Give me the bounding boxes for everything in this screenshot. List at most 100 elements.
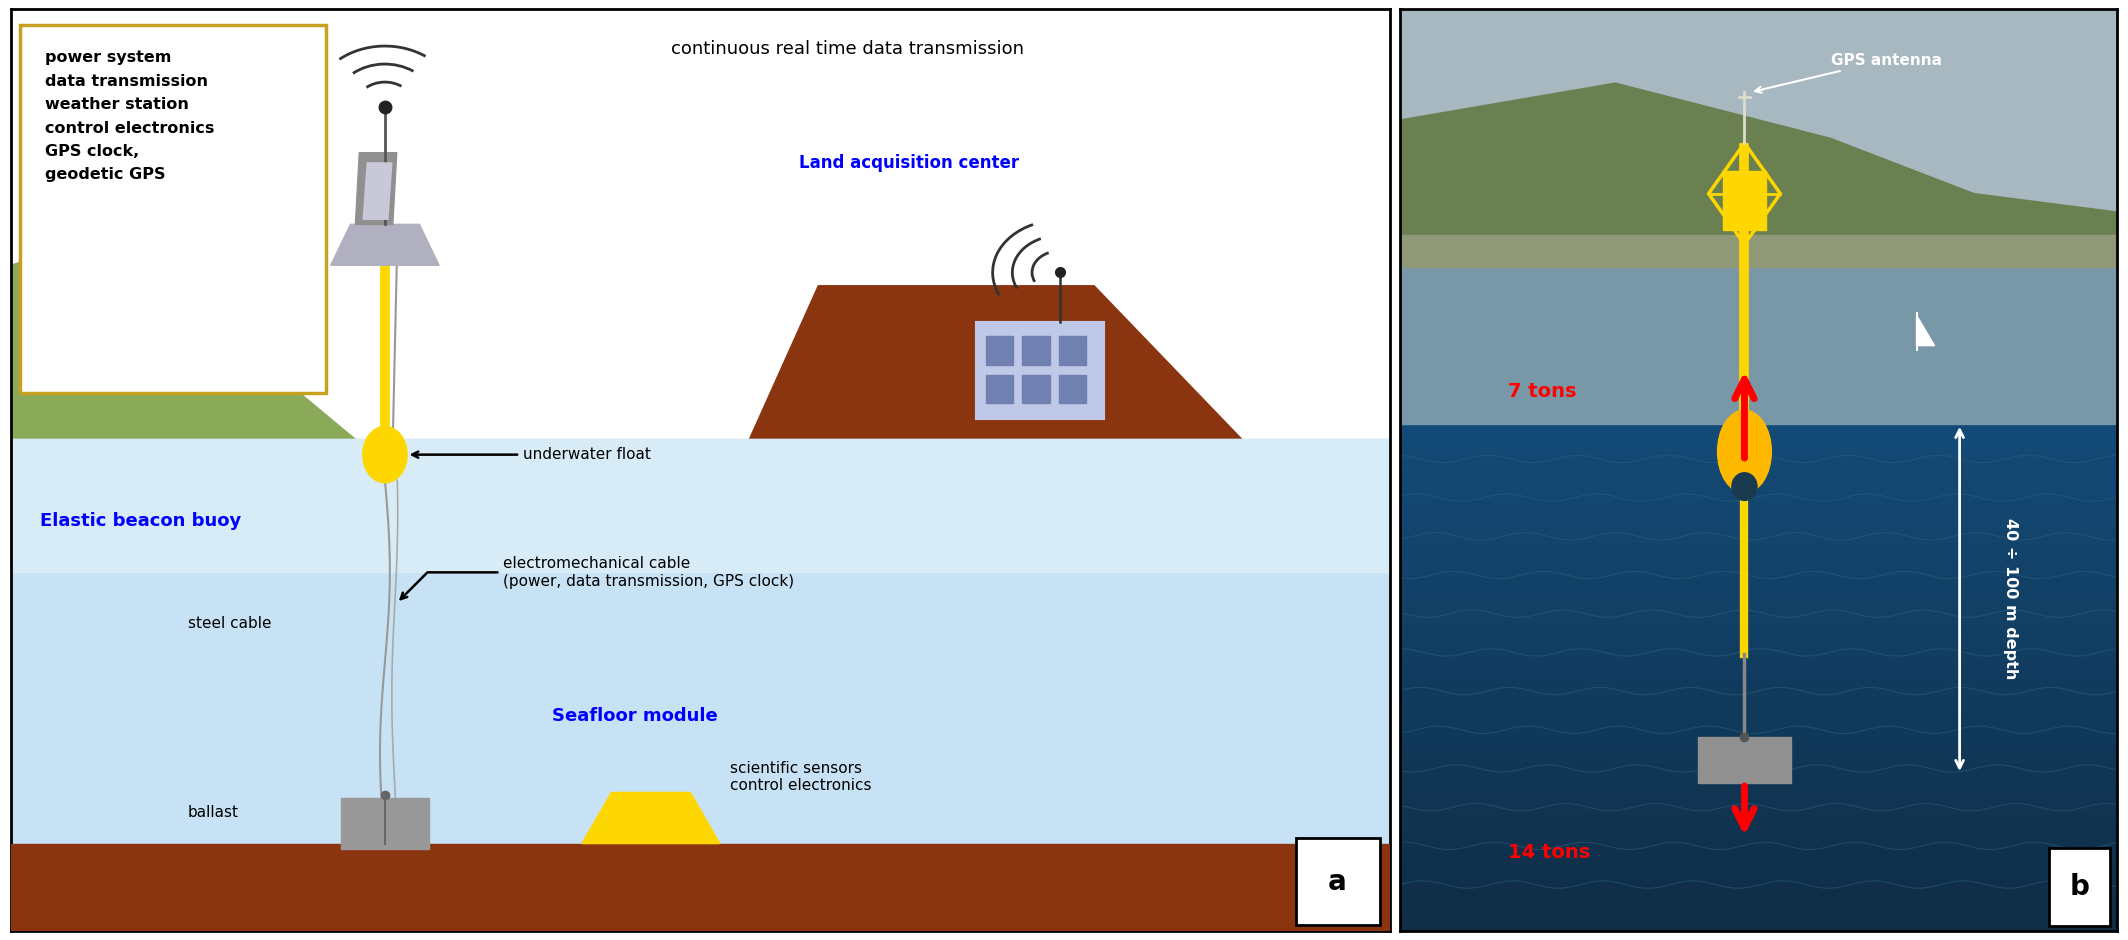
Bar <box>11 734 1390 746</box>
Bar <box>11 451 1390 463</box>
Bar <box>11 845 1390 857</box>
Bar <box>1400 770 2117 778</box>
Bar <box>1400 619 2117 627</box>
Bar <box>1400 897 2117 905</box>
Polygon shape <box>11 235 355 439</box>
Bar <box>11 906 1390 918</box>
Bar <box>1400 483 2117 492</box>
Bar <box>1400 542 2117 551</box>
Bar <box>1400 449 2117 458</box>
Bar <box>1021 375 1049 403</box>
Bar <box>1400 795 2117 804</box>
Bar <box>1400 249 2117 424</box>
Bar <box>1400 863 2117 871</box>
Polygon shape <box>330 225 438 265</box>
Bar <box>1400 702 2117 711</box>
Polygon shape <box>355 152 396 225</box>
Bar <box>11 882 1390 894</box>
Bar <box>1400 534 2117 542</box>
Text: Seafloor module: Seafloor module <box>553 707 717 725</box>
Bar <box>1058 375 1085 403</box>
Bar <box>11 439 1390 451</box>
Bar <box>11 587 1390 599</box>
Text: electromechanical cable
(power, data transmission, GPS clock): electromechanical cable (power, data tra… <box>400 556 794 599</box>
Bar <box>1400 761 2117 770</box>
Bar <box>11 870 1390 882</box>
Text: continuous real time data transmission: continuous real time data transmission <box>670 40 1024 58</box>
Bar <box>11 623 1390 635</box>
Polygon shape <box>364 163 392 219</box>
Bar <box>1400 846 2117 854</box>
Bar <box>11 463 1390 477</box>
Bar <box>11 710 1390 722</box>
Bar <box>1400 719 2117 728</box>
Bar <box>11 894 1390 906</box>
FancyBboxPatch shape <box>1296 838 1379 926</box>
Bar <box>1400 812 2117 821</box>
Bar <box>11 759 1390 771</box>
Bar <box>1400 475 2117 483</box>
Ellipse shape <box>1717 410 1770 493</box>
Bar <box>11 807 1390 820</box>
Bar <box>11 513 1390 525</box>
Bar <box>1400 744 2117 753</box>
Bar <box>11 562 1390 574</box>
Bar <box>1400 559 2117 568</box>
Ellipse shape <box>1732 473 1758 500</box>
Text: ballast: ballast <box>187 806 238 821</box>
Bar <box>1400 627 2117 635</box>
Bar <box>1400 880 2117 888</box>
Polygon shape <box>581 792 719 843</box>
Bar <box>1400 685 2117 694</box>
Bar <box>1400 509 2117 517</box>
Bar <box>1400 9 2117 424</box>
Bar <box>11 477 1390 489</box>
Bar <box>11 550 1390 562</box>
Text: GPS antenna: GPS antenna <box>1756 53 1941 93</box>
Polygon shape <box>1400 83 2117 267</box>
Bar <box>1400 585 2117 593</box>
Bar <box>11 673 1390 685</box>
Bar <box>11 501 1390 513</box>
Bar <box>11 599 1390 611</box>
Bar <box>1400 568 2117 576</box>
Text: b: b <box>2068 873 2090 901</box>
Bar <box>11 771 1390 783</box>
Bar <box>1400 652 2117 661</box>
Bar <box>1400 235 2117 267</box>
Bar <box>1400 669 2117 677</box>
Bar <box>1400 694 2117 702</box>
Bar <box>1698 737 1792 783</box>
Bar <box>11 795 1390 807</box>
Bar <box>11 820 1390 832</box>
Bar <box>1400 753 2117 761</box>
Bar <box>1400 644 2117 652</box>
FancyBboxPatch shape <box>21 24 326 393</box>
Bar <box>1724 171 1766 230</box>
Bar <box>1058 336 1085 365</box>
Bar <box>11 574 1390 587</box>
Text: scientific sensors
control electronics: scientific sensors control electronics <box>730 760 870 793</box>
Bar <box>11 697 1390 710</box>
Bar <box>1400 635 2117 644</box>
Bar <box>985 336 1013 365</box>
Bar <box>1400 736 2117 744</box>
Bar <box>1400 854 2117 863</box>
Bar <box>1400 914 2117 922</box>
Bar <box>11 635 1390 648</box>
Bar <box>1400 458 2117 466</box>
Bar <box>1400 441 2117 449</box>
Text: steel cable: steel cable <box>187 616 272 631</box>
Bar <box>11 538 1390 550</box>
Bar <box>977 321 1104 419</box>
Bar <box>1400 821 2117 829</box>
Polygon shape <box>1917 315 1934 346</box>
Bar <box>11 489 1390 501</box>
Bar <box>1400 517 2117 525</box>
Bar <box>11 746 1390 759</box>
Bar <box>1400 829 2117 838</box>
Bar <box>1400 778 2117 787</box>
Bar <box>1400 787 2117 795</box>
Bar <box>1400 466 2117 475</box>
Bar <box>11 9 1390 439</box>
